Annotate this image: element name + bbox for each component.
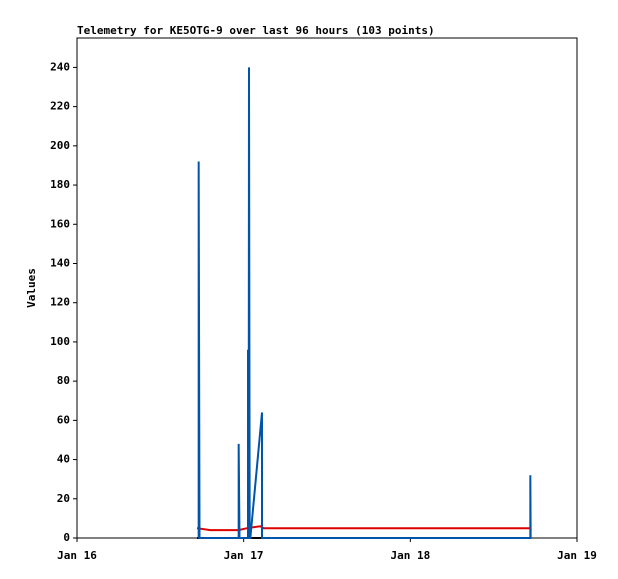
y-tick-label: 180 <box>50 178 70 191</box>
y-tick-label: 0 <box>63 531 70 544</box>
x-tick-label: Jan 18 <box>390 549 430 562</box>
y-tick-label: 20 <box>57 492 70 505</box>
x-tick-label: Jan 17 <box>224 549 264 562</box>
y-tick-label: 100 <box>50 335 70 348</box>
y-tick-label: 80 <box>57 374 70 387</box>
chart-title: Telemetry for KE5OTG-9 over last 96 hour… <box>77 24 435 37</box>
y-tick-label: 120 <box>50 296 70 309</box>
x-tick-label: Jan 16 <box>57 549 97 562</box>
y-axis-label: Values <box>25 268 38 308</box>
y-tick-label: 60 <box>57 413 70 426</box>
plot-frame <box>76 37 578 539</box>
y-tick-label: 200 <box>50 139 70 152</box>
series-line <box>197 67 532 539</box>
y-tick-label: 140 <box>50 256 70 269</box>
y-tick-label: 40 <box>57 453 70 466</box>
y-tick-label: 240 <box>50 60 70 73</box>
y-tick-label: 160 <box>50 217 70 230</box>
x-tick-label: Jan 19 <box>557 549 597 562</box>
y-tick-label: 220 <box>50 100 70 113</box>
